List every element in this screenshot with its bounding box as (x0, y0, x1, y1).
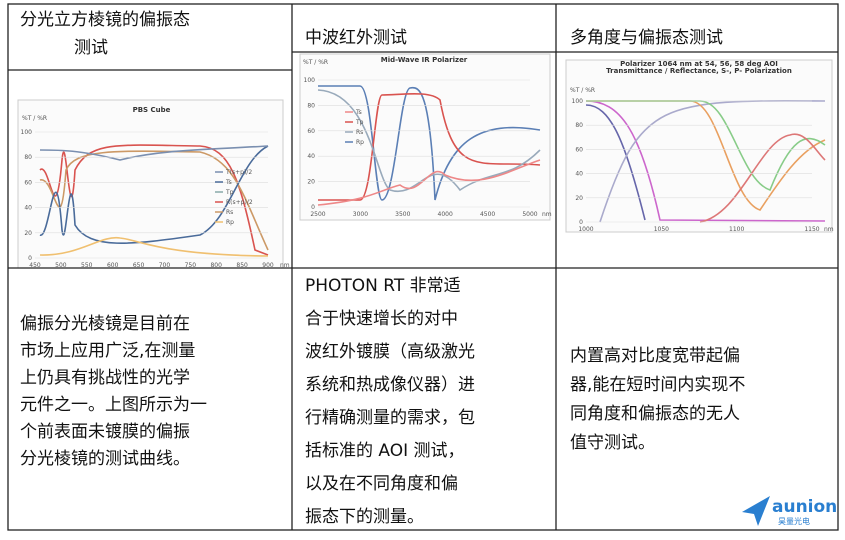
legend-label: R(s+p)/2 (226, 199, 253, 206)
x-tick-label: 450 (29, 262, 41, 269)
y-tick-label: 40 (307, 153, 315, 160)
x-unit: nm (280, 262, 290, 269)
y-tick-label: 60 (575, 146, 583, 153)
table-borders (7, 3, 839, 531)
body-text: 个前表面未镀膜的偏振 (20, 422, 190, 442)
x-tick-label: 900 (262, 262, 274, 269)
figure-2 (299, 53, 551, 221)
logo-name: aunion (772, 497, 837, 517)
y-tick-label: 0 (28, 255, 32, 262)
x-tick-label: 500 (55, 262, 67, 269)
legend-label: Ts (225, 179, 232, 186)
x-tick-label: 600 (107, 262, 119, 269)
figure-3 (565, 59, 833, 233)
legend-label: Rp (356, 139, 364, 146)
header-text: 多角度与偏振态测试 (570, 28, 723, 48)
x-tick-label: 650 (133, 262, 145, 269)
x-tick-label: 550 (81, 262, 93, 269)
y-tick-label: 60 (24, 179, 32, 186)
body-text: 波红外镀膜（高级激光 (305, 342, 475, 362)
body-text: 元件之一。上图所示为一 (20, 395, 207, 415)
body-text: 值守测试。 (570, 433, 655, 453)
curves-1 (39, 144, 269, 257)
body-text: 以及在不同角度和偏 (305, 474, 458, 494)
header-text: 分光立方棱镜的偏振态 (20, 10, 190, 30)
legend-label: Rs (226, 209, 233, 216)
x-tick-label: 750 (185, 262, 197, 269)
figure-title: Polarizer 1064 nm at 54, 56, 58 deg AOI (620, 60, 778, 68)
x-tick-label: 1050 (654, 226, 669, 233)
legend-label: Tp (355, 119, 364, 126)
body-text: 系统和热成像仪器）进 (305, 375, 475, 395)
legend-label: Ts (355, 109, 362, 116)
body-text: 合于快速增长的对中 (305, 309, 458, 329)
body-text: 括标准的 AOI 测试， (305, 441, 465, 461)
body-text: 行精确测量的需求，包 (305, 408, 475, 428)
y-tick-label: 0 (579, 219, 583, 226)
y-label: %T / %R (22, 115, 47, 122)
x-tick-label: 700 (159, 262, 171, 269)
y-tick-label: 20 (24, 230, 32, 237)
figure-title: Transmittance / Reflectance, S-, P- Pola… (606, 67, 792, 75)
y-tick-label: 80 (24, 154, 32, 161)
y-tick-label: 100 (572, 98, 584, 105)
y-tick-label: 60 (307, 128, 315, 135)
body-text: 分光棱镜的测试曲线。 (20, 449, 190, 469)
header-text: 中波红外测试 (305, 28, 407, 48)
header-text: 测试 (74, 38, 108, 58)
body-text: 偏振分光棱镜是目前在 (20, 314, 190, 334)
x-tick-label: 4000 (438, 211, 453, 218)
figure-title: PBS Cube (133, 106, 171, 114)
figure-title: Mid-Wave IR Polarizer (381, 56, 468, 64)
y-tick-label: 100 (304, 77, 316, 84)
x-tick-label: 1100 (729, 226, 744, 233)
x-tick-label: 3000 (353, 211, 368, 218)
figure-1 (17, 99, 284, 269)
body-text: 器,能在短时间内实现不 (570, 375, 745, 395)
x-unit: nm (824, 226, 834, 233)
body-text: 内置高对比度宽带起偏 (570, 346, 740, 366)
y-tick-label: 40 (575, 171, 583, 178)
x-tick-label: 1000 (578, 226, 593, 233)
curves-2 (317, 85, 541, 206)
legend-label: Tp (225, 189, 234, 196)
y-tick-label: 80 (575, 122, 583, 129)
y-tick-label: 20 (575, 195, 583, 202)
legend-label: T(s+p)/2 (225, 169, 252, 176)
body-text: 振态下的测量。 (305, 507, 424, 527)
logo-icon (742, 496, 770, 526)
x-tick-label: 2500 (310, 211, 325, 218)
y-label: %T / %R (570, 87, 595, 94)
y-tick-label: 20 (307, 179, 315, 186)
body-text: 市场上应用广泛,在测量 (20, 341, 195, 361)
body-text: 上仍具有挑战性的光学 (20, 368, 190, 388)
body-text: PHOTON RT 非常适 (305, 276, 461, 296)
y-tick-label: 40 (24, 205, 32, 212)
x-tick-label: 5000 (522, 211, 537, 218)
y-tick-label: 100 (21, 129, 33, 136)
x-tick-label: 800 (210, 262, 222, 269)
legend-label: Rp (226, 219, 234, 226)
x-tick-label: 1150 (804, 226, 819, 233)
y-tick-label: 80 (307, 102, 315, 109)
body-text: 同角度和偏振态的无人 (570, 404, 740, 424)
x-tick-label: 4500 (480, 211, 495, 218)
logo-sub: 昊量光电 (778, 516, 810, 526)
x-tick-label: 850 (236, 262, 248, 269)
curves-3 (585, 100, 826, 223)
y-tick-label: 0 (311, 204, 315, 211)
legend-label: Rs (356, 129, 363, 136)
y-label: %T / %R (303, 59, 328, 66)
x-unit: nm (542, 211, 552, 218)
x-tick-label: 3500 (395, 211, 410, 218)
